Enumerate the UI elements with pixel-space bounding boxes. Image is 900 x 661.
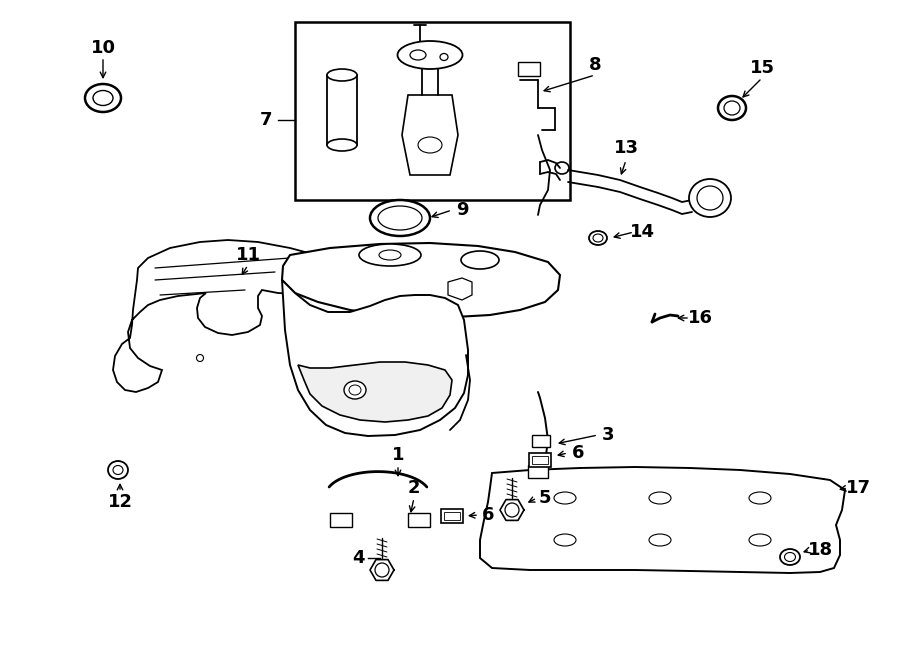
Polygon shape xyxy=(298,362,452,422)
Ellipse shape xyxy=(749,534,771,546)
Ellipse shape xyxy=(344,381,366,399)
Ellipse shape xyxy=(555,162,569,174)
Ellipse shape xyxy=(589,231,607,245)
Bar xyxy=(295,22,570,200)
Ellipse shape xyxy=(785,553,796,561)
Ellipse shape xyxy=(327,139,357,151)
Ellipse shape xyxy=(689,179,731,217)
Text: 15: 15 xyxy=(750,59,775,77)
Bar xyxy=(444,512,460,520)
Text: 3: 3 xyxy=(602,426,614,444)
Text: 11: 11 xyxy=(236,246,260,264)
Bar xyxy=(441,509,463,523)
Polygon shape xyxy=(282,280,468,436)
Ellipse shape xyxy=(378,206,422,230)
Bar xyxy=(529,453,551,467)
Ellipse shape xyxy=(349,385,361,395)
Ellipse shape xyxy=(370,200,430,236)
Ellipse shape xyxy=(554,492,576,504)
Text: 1: 1 xyxy=(392,446,404,464)
Text: 18: 18 xyxy=(807,541,833,559)
Polygon shape xyxy=(282,243,560,317)
Ellipse shape xyxy=(359,244,421,266)
Ellipse shape xyxy=(379,250,401,260)
Bar xyxy=(408,513,430,527)
Text: 2: 2 xyxy=(408,479,420,497)
Text: 6: 6 xyxy=(572,444,584,462)
Text: 7: 7 xyxy=(260,111,272,129)
Ellipse shape xyxy=(749,492,771,504)
Polygon shape xyxy=(480,467,845,573)
Ellipse shape xyxy=(196,354,203,362)
Bar xyxy=(532,456,548,464)
Ellipse shape xyxy=(593,234,603,242)
Text: 16: 16 xyxy=(688,309,713,327)
Ellipse shape xyxy=(93,91,113,106)
Ellipse shape xyxy=(410,50,426,60)
Ellipse shape xyxy=(461,251,499,269)
Bar xyxy=(532,435,550,447)
Ellipse shape xyxy=(113,465,123,475)
Ellipse shape xyxy=(718,96,746,120)
Ellipse shape xyxy=(554,534,576,546)
Text: 9: 9 xyxy=(455,201,468,219)
Text: 4: 4 xyxy=(352,549,365,567)
Text: 10: 10 xyxy=(91,39,115,57)
Text: 5: 5 xyxy=(539,489,551,507)
Bar xyxy=(528,465,548,478)
Text: 14: 14 xyxy=(629,223,654,241)
Ellipse shape xyxy=(724,101,740,115)
Text: 12: 12 xyxy=(107,493,132,511)
Ellipse shape xyxy=(649,534,671,546)
Ellipse shape xyxy=(398,41,463,69)
Ellipse shape xyxy=(780,549,800,565)
Text: 13: 13 xyxy=(614,139,638,157)
Text: 6: 6 xyxy=(482,506,494,524)
Ellipse shape xyxy=(85,84,121,112)
Ellipse shape xyxy=(108,461,128,479)
Ellipse shape xyxy=(697,186,723,210)
Ellipse shape xyxy=(649,492,671,504)
Ellipse shape xyxy=(327,69,357,81)
Ellipse shape xyxy=(418,137,442,153)
Ellipse shape xyxy=(505,503,519,517)
Bar xyxy=(330,513,352,527)
Bar xyxy=(518,62,540,76)
Ellipse shape xyxy=(375,563,389,577)
Text: 8: 8 xyxy=(589,56,601,74)
Ellipse shape xyxy=(440,54,448,61)
Text: 17: 17 xyxy=(845,479,870,497)
